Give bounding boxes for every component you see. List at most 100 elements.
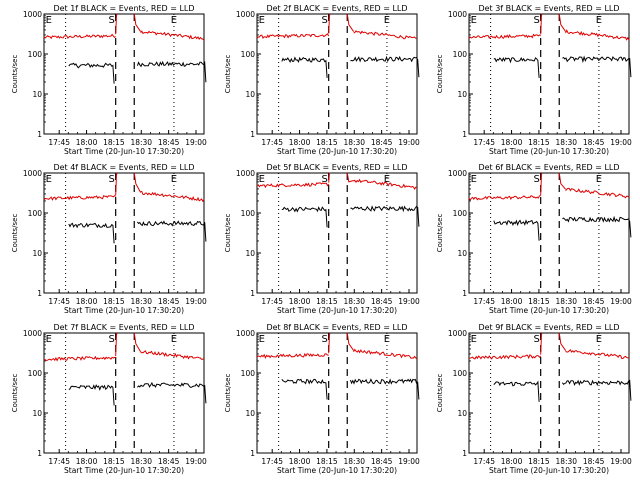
x-tick-label: 18:15 — [103, 297, 125, 306]
lld-saa-entry — [540, 332, 543, 355]
y-tick-label: 1 — [37, 449, 42, 458]
y-tick-label: 10 — [32, 90, 42, 99]
x-tick-label: 17:45 — [473, 457, 495, 466]
x-tick-label: 17:45 — [261, 457, 283, 466]
plot-frame — [256, 332, 418, 454]
lld-series-line — [256, 33, 330, 40]
event-marker-label: E — [46, 334, 52, 345]
x-tick-label: 18:30 — [555, 457, 577, 466]
plot-frame — [468, 13, 630, 135]
lld-saa-entry — [115, 172, 118, 196]
x-tick-label: 18:30 — [343, 297, 365, 306]
y-tick-label: 1 — [250, 449, 255, 458]
events-series-line — [136, 60, 207, 83]
x-tick-label: 19:00 — [398, 297, 420, 306]
event-marker-label: E — [384, 174, 390, 185]
event-marker-label: E — [384, 15, 390, 26]
x-tick-label: 18:15 — [528, 297, 550, 306]
event-marker-label: S — [321, 334, 327, 345]
x-tick-label: 18:15 — [528, 457, 550, 466]
panel-title: Det 6f BLACK = Events, RED = LLD — [478, 163, 619, 172]
x-tick-label: 18:15 — [316, 138, 338, 147]
lld-saa-entry — [540, 13, 543, 35]
x-tick-label: 18:30 — [130, 297, 152, 306]
panel-title: Det 4f BLACK = Events, RED = LLD — [53, 163, 194, 172]
x-tick-label: 18:30 — [130, 138, 152, 147]
y-tick-label: 10 — [32, 409, 42, 418]
event-marker-label: S — [108, 334, 114, 345]
lld-series-line — [256, 182, 330, 189]
event-marker-label: E — [259, 174, 265, 185]
y-tick-label: 10 — [457, 249, 467, 258]
lld-series-line — [565, 187, 630, 199]
event-marker-label: E — [471, 334, 477, 345]
y-tick-label: 100 — [241, 369, 256, 378]
x-tick-label: 18:00 — [76, 138, 98, 147]
lld-series-line — [468, 354, 542, 360]
y-axis-label: Counts/sec — [436, 55, 444, 94]
y-tick-label: 1 — [462, 289, 467, 298]
y-tick-label: 10 — [32, 249, 42, 258]
panel-det-6: Det 6f BLACK = Events, RED = LLD 1 10 100 10… — [436, 163, 632, 315]
lld-saa-exit — [558, 13, 567, 32]
y-tick-label: 100 — [28, 209, 43, 218]
events-series-line — [281, 206, 328, 228]
event-marker-label: E — [596, 15, 602, 26]
x-tick-label: 18:15 — [528, 138, 550, 147]
x-tick-label: 17:45 — [261, 297, 283, 306]
panel-title: Det 3f BLACK = Events, RED = LLD — [478, 4, 619, 13]
lld-series-line — [353, 348, 418, 360]
panel-det-5: Det 5f BLACK = Events, RED = LLD 1 10 100 10… — [224, 163, 420, 315]
x-tick-label: 18:30 — [555, 297, 577, 306]
y-tick-label: 1000 — [448, 329, 467, 338]
events-series-line — [493, 380, 540, 402]
lld-series-line — [43, 355, 116, 362]
x-tick-label: 19:00 — [610, 138, 632, 147]
lld-series-line — [468, 33, 541, 40]
plot-frame — [43, 172, 205, 294]
x-tick-label: 18:30 — [130, 457, 152, 466]
panel-det-2: Det 2f BLACK = Events, RED = LLD 1 10 100 10… — [224, 4, 420, 156]
events-series-line — [493, 219, 540, 241]
x-axis-label: Start Time (20-Jun-10 17:30:20) — [489, 466, 609, 475]
lld-saa-exit — [133, 13, 142, 32]
events-series-line — [350, 205, 420, 227]
event-marker-label: E — [471, 174, 477, 185]
x-axis-label: Start Time (20-Jun-10 17:30:20) — [64, 147, 184, 156]
event-marker-label: S — [108, 174, 114, 185]
lld-series-line — [468, 195, 541, 201]
x-tick-label: 19:00 — [185, 297, 207, 306]
panel-det-4: Det 4f BLACK = Events, RED = LLD 1 10 100 10… — [11, 163, 207, 315]
x-axis-label: Start Time (20-Jun-10 17:30:20) — [64, 466, 184, 475]
x-tick-label: 19:00 — [185, 138, 207, 147]
lld-series-line — [140, 30, 205, 41]
lld-saa-entry — [540, 172, 543, 196]
x-tick-label: 18:45 — [583, 457, 605, 466]
x-tick-label: 18:45 — [158, 297, 180, 306]
plot-frame — [256, 13, 418, 135]
panel-det-9: Det 9f BLACK = Events, RED = LLD 1 10 100 10… — [436, 323, 632, 475]
y-tick-label: 10 — [245, 249, 255, 258]
events-series-line — [68, 222, 115, 244]
lld-saa-entry — [115, 13, 118, 35]
event-marker-label: E — [259, 334, 265, 345]
x-tick-label: 18:00 — [76, 297, 98, 306]
x-tick-label: 18:45 — [371, 457, 393, 466]
x-tick-label: 19:00 — [610, 297, 632, 306]
x-tick-label: 17:45 — [261, 138, 283, 147]
x-tick-label: 19:00 — [185, 457, 207, 466]
lld-saa-exit — [346, 13, 355, 32]
lld-saa-exit — [133, 172, 142, 193]
y-tick-label: 1 — [37, 130, 42, 139]
x-tick-label: 18:15 — [103, 138, 125, 147]
x-tick-label: 18:30 — [343, 138, 365, 147]
lld-series-line — [353, 178, 418, 190]
x-tick-label: 18:00 — [501, 138, 523, 147]
x-tick-label: 18:30 — [343, 457, 365, 466]
y-tick-label: 10 — [245, 90, 255, 99]
y-tick-label: 1000 — [236, 169, 255, 178]
y-tick-label: 100 — [453, 369, 468, 378]
y-tick-label: 1000 — [23, 169, 42, 178]
x-tick-label: 17:45 — [473, 297, 495, 306]
y-tick-label: 100 — [453, 209, 468, 218]
